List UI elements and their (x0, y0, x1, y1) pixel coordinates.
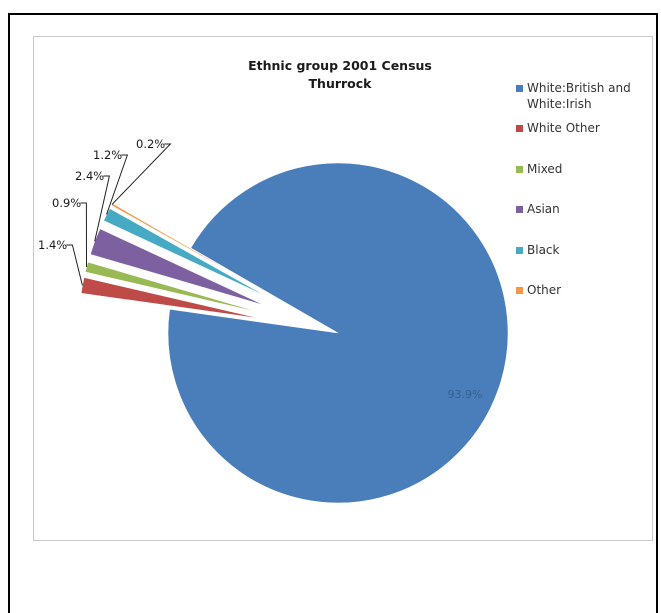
legend-swatch-other (516, 287, 523, 294)
leader-lines (66, 143, 172, 286)
legend: White:British and White:Irish White Other M… (516, 81, 631, 297)
legend-swatch-asian (516, 206, 523, 213)
pie-slice-black (103, 208, 269, 298)
legend-swatch-black (516, 247, 523, 254)
pie-slice-mixed (84, 261, 263, 314)
legend-label-white-british-and-white-irish: White:British and White:Irish (527, 81, 631, 111)
data-labels: 93.9% 1.4% 0.9% 2.4% 1.2% 0.2% (38, 137, 482, 401)
legend-label-asian: Asian (527, 202, 560, 216)
data-label-mixed: 0.9% (52, 196, 81, 210)
legend-label-black: Black (527, 243, 560, 257)
data-label-asian: 2.4% (75, 169, 104, 183)
pie-slices (80, 162, 509, 504)
chart-title: Ethnic group 2001 Census (248, 58, 432, 73)
legend-swatch-white-british-and-white-irish (516, 85, 523, 92)
leader-line-mixed (80, 202, 88, 268)
leader-line-asian (94, 175, 111, 242)
leader-line-white-other (66, 244, 83, 286)
leader-line-black (106, 154, 129, 215)
pie-slice-white-british-and-white-irish (167, 162, 509, 504)
data-label-white-british-and-white-irish: 93.9% (448, 388, 483, 401)
legend-label-other: Other (527, 283, 561, 297)
legend-swatch-white-other (516, 125, 523, 132)
data-label-white-other: 1.4% (38, 238, 67, 252)
data-label-black: 1.2% (93, 148, 122, 162)
pie-chart: Ethnic group 2001 Census Thurrock 93.9% 1… (38, 58, 631, 504)
legend-label-mixed: Mixed (527, 162, 562, 176)
data-label-other: 0.2% (136, 137, 165, 151)
figure-frame (8, 13, 658, 613)
pie-slice-white-other (80, 277, 262, 320)
chart-subtitle: Thurrock (309, 76, 373, 91)
legend-label-white-other: White Other (527, 121, 600, 135)
legend-swatch-mixed (516, 166, 523, 173)
leader-line-other (111, 143, 172, 205)
